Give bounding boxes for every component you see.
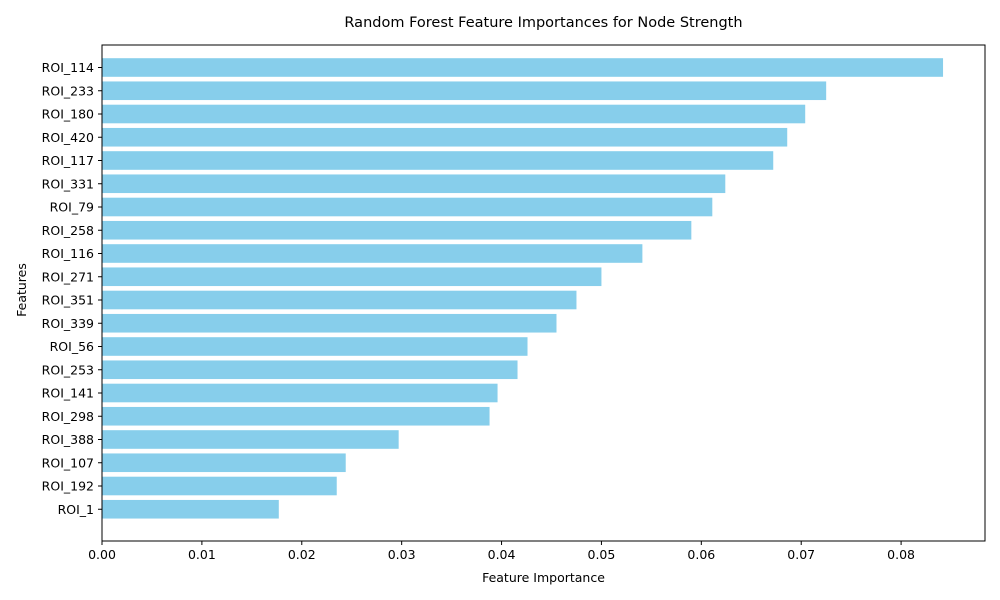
bar-roi-253 [102, 360, 518, 380]
x-tick-label: 0.03 [388, 547, 416, 562]
y-tick-label: ROI_331 [42, 176, 94, 191]
chart-title: Random Forest Feature Importances for No… [344, 15, 742, 31]
bar-roi-271 [102, 267, 602, 287]
y-axis-label: Features [14, 263, 29, 317]
bar-roi-1 [102, 499, 279, 519]
bar-roi-107 [102, 453, 346, 473]
bar-roi-79 [102, 197, 713, 217]
y-tick-label: ROI_192 [42, 479, 94, 494]
y-tick-label: ROI_298 [42, 409, 94, 424]
bars [102, 58, 944, 519]
bar-roi-192 [102, 476, 337, 496]
x-tick-labels: 0.00 0.01 0.02 0.03 0.04 0.05 0.06 0.07 0.08 [88, 541, 915, 562]
bar-roi-388 [102, 430, 399, 449]
bar-roi-116 [102, 244, 643, 263]
bar-roi-258 [102, 220, 692, 240]
bar-roi-117 [102, 151, 774, 170]
x-tick-label: 0.07 [787, 547, 815, 562]
y-tick-label: ROI_116 [42, 246, 94, 261]
y-tick-labels: ROI_114 ROI_233 ROI_180 ROI_420 ROI_117 ROI_3… [42, 60, 102, 517]
bar-roi-180 [102, 104, 806, 124]
y-tick-label: ROI_271 [42, 269, 94, 284]
y-tick-label: ROI_79 [50, 200, 94, 215]
y-tick-label: ROI_56 [50, 339, 94, 354]
x-axis-label: Feature Importance [482, 570, 605, 585]
y-tick-label: ROI_258 [42, 223, 94, 238]
x-tick-label: 0.08 [887, 547, 915, 562]
x-tick-label: 0.06 [687, 547, 715, 562]
y-tick-label: ROI_420 [42, 130, 94, 145]
y-tick-label: ROI_107 [42, 455, 94, 470]
bar-roi-331 [102, 174, 726, 194]
bar-roi-56 [102, 337, 528, 356]
x-tick-label: 0.02 [288, 547, 316, 562]
bar-roi-420 [102, 127, 788, 147]
y-tick-label: ROI_180 [42, 107, 94, 122]
y-tick-label: ROI_117 [42, 153, 94, 168]
x-tick-label: 0.04 [488, 547, 516, 562]
y-tick-label: ROI_388 [42, 432, 94, 447]
x-tick-label: 0.01 [188, 547, 216, 562]
y-tick-label: ROI_114 [42, 60, 94, 75]
plot-frame [101, 44, 986, 542]
x-tick-label: 0.05 [588, 547, 616, 562]
bar-roi-114 [102, 58, 944, 77]
y-tick-label: ROI_233 [42, 83, 94, 98]
bar-roi-351 [102, 290, 577, 310]
y-tick-label: ROI_1 [58, 502, 94, 517]
bar-roi-233 [102, 81, 827, 101]
x-tick-label: 0.00 [88, 547, 116, 562]
bar-roi-298 [102, 406, 490, 426]
y-tick-label: ROI_351 [42, 293, 94, 308]
y-tick-label: ROI_253 [42, 362, 94, 377]
y-tick-label: ROI_141 [42, 386, 94, 401]
y-tick-label: ROI_339 [42, 316, 94, 331]
bar-roi-339 [102, 313, 557, 333]
bar-roi-141 [102, 383, 498, 403]
